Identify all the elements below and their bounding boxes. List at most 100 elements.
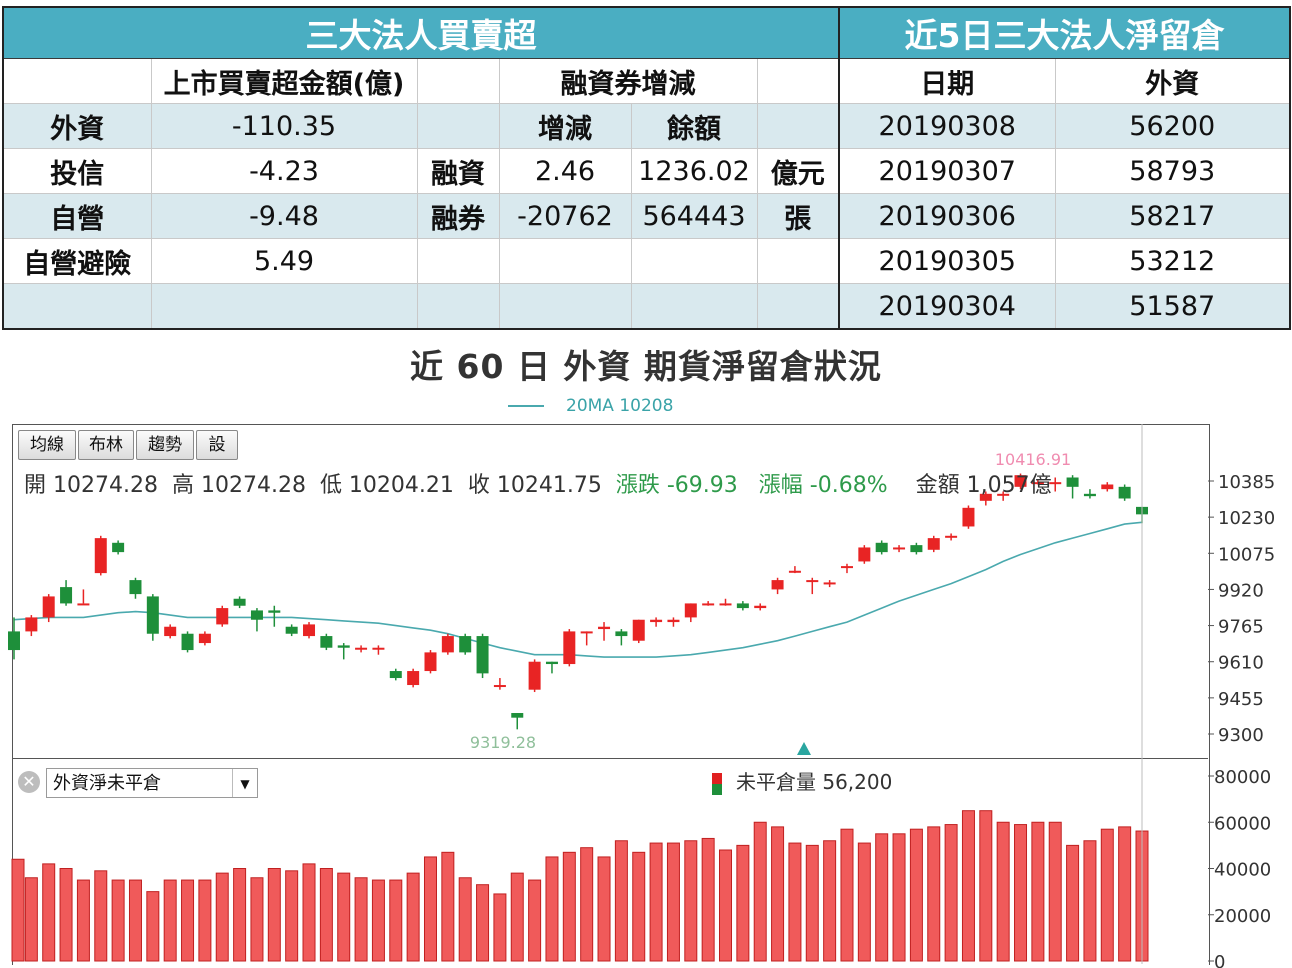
candle [389,668,402,681]
oi-bar [1118,826,1132,962]
candle [146,594,159,641]
oi-bar [892,833,906,962]
chevron-down-icon[interactable]: ▼ [232,769,257,797]
price-tick-label: 9455 [1218,689,1264,710]
oi-bar [1048,821,1062,962]
cell: 1236.02 [630,148,758,194]
candle [129,577,142,599]
oi-bar [371,879,385,962]
cell: 2.46 [498,148,632,194]
candle [893,545,906,553]
oi-bar [597,856,611,962]
oi-bar [510,872,524,962]
trend-button[interactable]: 趨勢 [136,430,194,460]
candle [94,535,107,576]
candle [927,535,940,553]
candle [250,608,263,632]
oi-bar [250,877,264,962]
oi-bar [11,858,25,962]
candle [962,505,975,529]
oi-bar [111,879,125,962]
candle [112,540,125,555]
oi-bar [684,840,698,962]
oi-bar [771,826,785,962]
candle [1118,484,1131,501]
candle [788,566,801,574]
cell [630,238,758,284]
price-tick-label: 9300 [1218,725,1264,746]
oi-bar [1014,824,1028,962]
date-cell: 20190304 [838,283,1056,330]
row-label: 自營 [2,193,152,239]
candle [650,617,663,627]
legend-swatch-icon [712,772,722,795]
candle [945,533,958,541]
oi-bar [285,870,299,962]
candle [632,619,645,644]
candle [910,542,923,555]
cell [416,103,500,149]
close-icon[interactable]: ✕ [18,771,40,793]
oi-bar [128,879,142,962]
candle [771,577,784,595]
cell [416,283,500,330]
oi-bar [805,844,819,962]
summary-tables: 三大法人買賣超 上市買賣超金額(億) 融資券增減 外資 -110.35 增減 餘… [2,6,1291,330]
candle [493,678,506,690]
candle [407,668,420,688]
candle [840,563,853,574]
candle [164,624,177,639]
cell: 5.49 [150,238,418,284]
oi-bar [423,856,437,962]
low-value: 低 10204.21 [319,473,454,498]
marker-triangle-icon [797,742,811,755]
oi-bar [181,879,195,962]
candle [1031,479,1044,485]
candle [684,603,697,623]
candle [42,594,55,623]
date-cell: 20190308 [838,103,1056,149]
candle [979,491,992,506]
oi-bar [701,837,715,962]
value-cell: 58217 [1054,193,1291,239]
candle [198,631,211,646]
cell: -20762 [498,193,632,239]
oi-bar [476,884,490,962]
candle [736,601,749,611]
oi-bar [458,877,472,962]
oi-bar [267,868,281,962]
date-cell: 20190307 [838,148,1056,194]
bollinger-button[interactable]: 布林 [78,430,134,460]
candle [823,580,836,588]
settings-button[interactable]: 設 [196,430,238,460]
ma-button[interactable]: 均線 [18,430,76,460]
oi-tick-label: 40000 [1214,860,1271,881]
candle [858,545,871,564]
oi-bar [614,840,628,962]
oi-bar [389,879,403,962]
oi-bar [875,833,889,962]
cell: 564443 [630,193,758,239]
open-interest-legend-label: 未平倉量 56,200 [736,770,893,794]
candle [233,596,246,609]
close-value: 收 10241.75 [467,473,602,498]
candle [1066,475,1079,499]
oi-bar [979,810,993,962]
oi-bar [198,879,212,962]
ma-legend: 20MA 10208 [508,396,673,416]
oi-tick-label: 60000 [1214,813,1271,834]
candle [25,615,38,637]
high-annotation: 10416.91 [995,450,1071,469]
header-cell: 外資 [1054,58,1291,104]
oi-bar [24,877,38,962]
ma20-line [13,521,1143,658]
indicator-select[interactable]: 外資淨未平倉 ▼ [46,768,258,798]
cell: -9.48 [150,193,418,239]
oi-bar [666,842,680,962]
oi-bar [42,863,56,962]
oi-bar [736,844,750,962]
pct-value: 漲幅 -0.68% [758,473,888,498]
oi-bar [927,826,941,962]
cell: 張 [756,193,840,239]
candle [181,631,194,653]
